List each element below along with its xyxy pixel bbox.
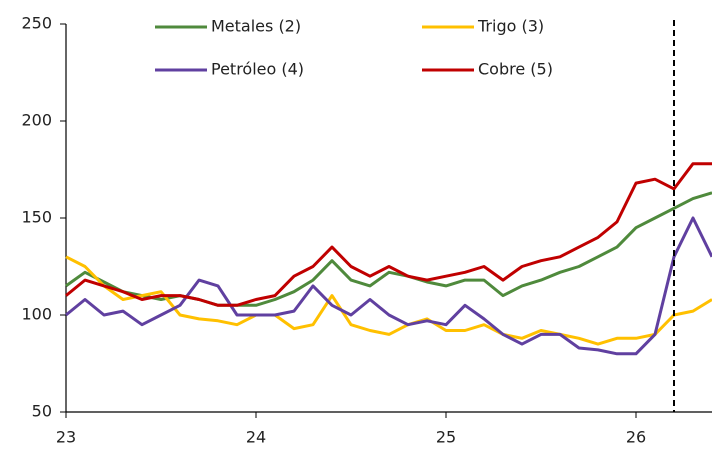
x-tick-label: 23 [56, 428, 76, 447]
series-line [65, 162, 712, 307]
y-tick-label: 200 [21, 111, 52, 130]
y-tick-label: 50 [32, 402, 52, 421]
legend-label: Trigo (3) [477, 17, 544, 36]
y-tick-label: 100 [21, 305, 52, 324]
series-line [65, 191, 712, 307]
legend-label: Petróleo (4) [211, 60, 304, 79]
x-tick-label: 25 [436, 428, 456, 447]
series-line [65, 216, 712, 356]
y-tick-label: 150 [21, 208, 52, 227]
legend-label: Metales (2) [211, 17, 301, 36]
y-tick-label: 250 [21, 14, 52, 33]
x-tick-label: 26 [626, 428, 646, 447]
legend-label: Cobre (5) [478, 60, 553, 79]
x-tick-label: 24 [246, 428, 266, 447]
